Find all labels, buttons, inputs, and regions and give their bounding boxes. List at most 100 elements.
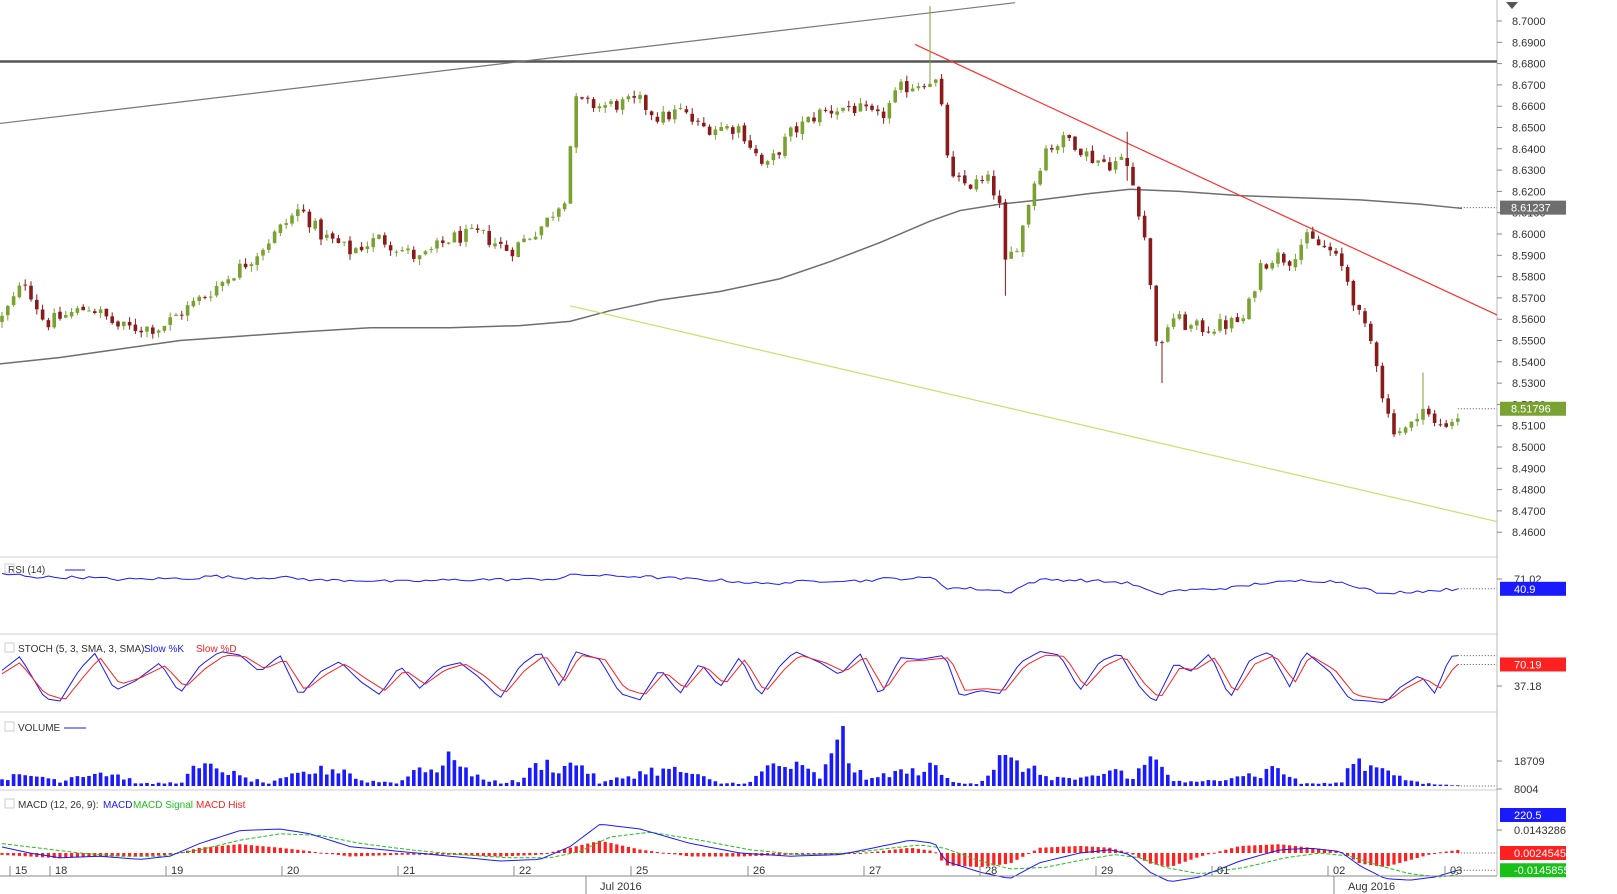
candle-body	[69, 312, 74, 317]
candle-body	[388, 245, 393, 251]
macd-hist-bar	[487, 853, 491, 857]
stoch-tick-label: 37.18	[1514, 681, 1542, 693]
macd-hist-bar	[690, 853, 694, 857]
price-axis: 8.7000 8.6900 8.6800 8.6700 8.6600 8.6500 8.64…	[1497, 16, 1566, 539]
scroll-down-icon[interactable]	[1506, 2, 1518, 9]
macd-hist-bar	[1038, 847, 1042, 853]
volume-bar	[707, 779, 712, 786]
macd-hist-bar	[17, 853, 21, 856]
macd-hist-bar	[1224, 849, 1228, 853]
rsi-toggle-icon[interactable]	[4, 563, 15, 574]
macd-hist-bar	[365, 853, 369, 856]
macd-hist-bar	[116, 853, 120, 857]
volume-bar	[963, 783, 967, 786]
volume-bar	[789, 768, 793, 786]
volume-bar	[736, 783, 741, 786]
macd-hist-bar	[708, 853, 712, 857]
macd-hist-bar	[1166, 853, 1170, 867]
candle-body	[1427, 408, 1431, 415]
macd-hist-bar	[1015, 853, 1019, 860]
macd-hist-bar	[1351, 853, 1355, 860]
candle-body	[475, 228, 480, 230]
macd-hist-bar	[719, 853, 723, 857]
macd-hist-bar	[905, 848, 909, 853]
macd-hist-bar	[986, 853, 990, 867]
volume-bar	[406, 776, 410, 786]
candle-body	[1015, 251, 1019, 253]
volume-bar	[1224, 780, 1228, 786]
macd-hist-bar	[110, 853, 114, 857]
volume-bar	[568, 762, 573, 786]
candle-body	[725, 126, 729, 129]
volume-bar	[986, 775, 990, 786]
macd-toggle-icon[interactable]	[4, 798, 15, 809]
volume-bar	[110, 774, 114, 786]
volume-bar	[1264, 768, 1269, 786]
volume-bar	[760, 771, 764, 786]
macd-hist-bar	[1253, 845, 1257, 853]
macd-hist-bar	[1322, 849, 1326, 853]
macd-hist-bar	[609, 843, 613, 853]
day-tick-label: 18	[55, 865, 67, 877]
day-tick-label: 03	[1450, 865, 1462, 877]
volume-bar	[1432, 784, 1437, 786]
macd-hist-bar	[220, 845, 224, 853]
candle-body	[678, 108, 683, 110]
day-tick-label: 20	[287, 865, 299, 877]
volume-bar	[69, 777, 74, 786]
volume-bar	[586, 773, 590, 786]
volume-bar	[464, 767, 468, 786]
price-tick-label: 8.6500	[1512, 123, 1546, 135]
volume-bar	[40, 776, 45, 786]
macd-hist-bar	[1201, 853, 1205, 856]
macd-hist-bar	[273, 847, 277, 853]
volume-bar	[609, 779, 613, 786]
candle-body	[922, 86, 926, 88]
volume-bar	[684, 772, 689, 786]
macd-hist-bar	[1073, 846, 1077, 853]
candle-body	[11, 296, 16, 305]
macd-hist-bar	[6, 853, 10, 856]
volume-bar	[893, 770, 897, 786]
macd-hist-bar	[1044, 847, 1048, 853]
macd-hist-bar	[476, 853, 480, 856]
candle-body	[307, 211, 312, 228]
volume-bar	[870, 777, 874, 786]
volume-toggle-icon[interactable]	[4, 721, 15, 732]
price-tick-label: 8.5100	[1512, 421, 1546, 433]
macd-hist-bar	[290, 849, 294, 853]
volume-bar	[458, 766, 462, 786]
macd-hist-bar	[1154, 853, 1158, 865]
volume-bar	[557, 773, 561, 786]
macd-hist-bar	[470, 853, 474, 856]
volume-bar	[412, 770, 416, 786]
day-tick-label: 29	[1101, 865, 1113, 877]
volume-bar	[1427, 783, 1431, 786]
candle-body	[1195, 320, 1199, 326]
macd-hist-bar	[615, 844, 619, 853]
candle-body	[429, 249, 433, 251]
candle-body	[684, 109, 689, 113]
volume-bar	[725, 783, 729, 786]
volume-bar	[417, 767, 422, 786]
volume-bar	[1026, 768, 1031, 786]
volume-bar	[835, 739, 839, 786]
macd-hist-label: MACD Hist	[196, 800, 246, 811]
volume-bar	[719, 783, 723, 786]
candle-body	[359, 246, 364, 251]
macd-hist-bar	[1259, 845, 1263, 853]
candle-body	[1450, 421, 1454, 426]
volume-bar	[1415, 781, 1419, 786]
volume-bar	[1369, 765, 1373, 786]
candle-body	[220, 281, 225, 287]
stoch-toggle-icon[interactable]	[4, 642, 15, 653]
candle-body	[1456, 418, 1460, 422]
volume-bar	[945, 777, 950, 786]
macd-hist-bar	[574, 846, 578, 853]
volume-bar	[928, 762, 932, 786]
macd-hist-bar	[980, 853, 984, 867]
volume-bar	[1061, 777, 1066, 786]
candle-body	[910, 88, 915, 92]
volume-bar	[922, 771, 926, 786]
